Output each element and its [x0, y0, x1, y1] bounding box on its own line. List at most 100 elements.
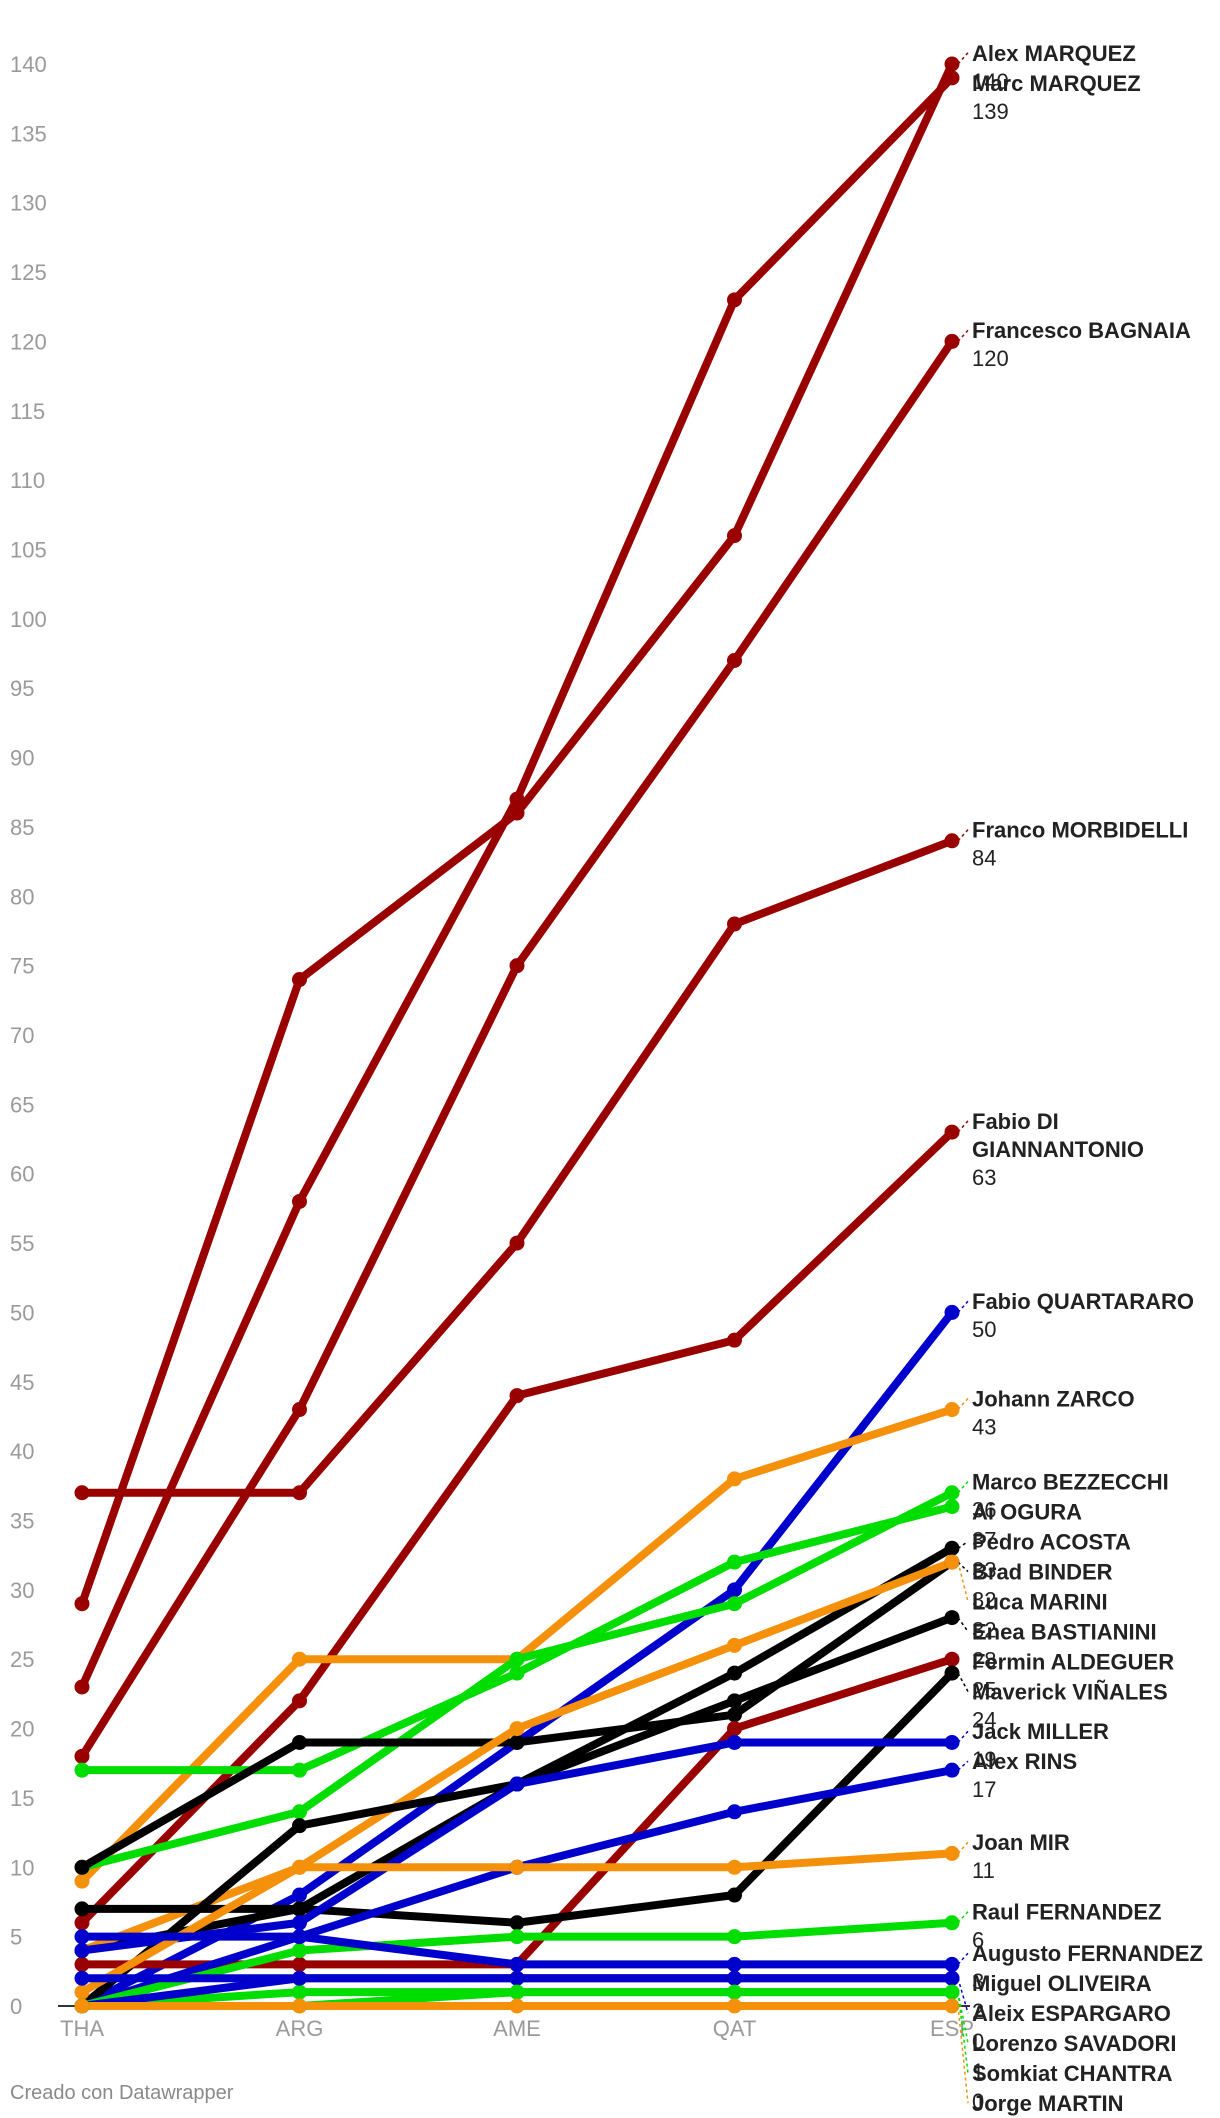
label-leader-line: [957, 1617, 969, 1632]
series-end-label: Jack MILLER 19: [957, 1719, 1109, 1772]
data-point: [944, 1610, 960, 1626]
data-point: [509, 1776, 525, 1792]
credit-text: Creado con Datawrapper: [10, 2082, 234, 2104]
data-point: [727, 652, 742, 668]
series-value-label: 25: [972, 1678, 996, 1703]
data-point: [944, 1554, 960, 1570]
data-point: [292, 972, 307, 988]
data-point: [509, 1651, 525, 1667]
series-name-label: Aleix ESPARGARO: [972, 2001, 1171, 2026]
series-value-label: 24: [972, 1708, 996, 1733]
y-tick-label: 120: [10, 329, 47, 354]
label-leader-line: [957, 329, 969, 342]
series-value-label: 0: [972, 2089, 984, 2114]
series-end-label: Alex RINS 17: [957, 1749, 1077, 1802]
series-value-label: 120: [972, 346, 1009, 371]
data-point: [292, 1970, 307, 1986]
data-point: [944, 1124, 960, 1140]
label-leader-line: [957, 1481, 969, 1494]
series-line: [78, 60, 956, 1608]
series-end-label: Joan MIR 11: [957, 1830, 1070, 1883]
data-point: [727, 1582, 742, 1598]
y-tick-label: 45: [10, 1370, 34, 1395]
series-end-label: Jorge MARTIN0: [957, 2005, 1124, 2116]
y-tick-label: 30: [10, 1578, 34, 1603]
series-name-label: Miguel OLIVEIRA: [972, 1971, 1152, 1996]
y-tick-label: 90: [10, 746, 34, 771]
series-end-label: Franco MORBIDELLI 84: [957, 818, 1188, 871]
data-point: [74, 1943, 90, 1959]
y-tick-label: 15: [10, 1786, 34, 1811]
y-tick-label: 130: [10, 191, 47, 216]
y-tick-label: 55: [10, 1231, 34, 1256]
data-point: [727, 528, 742, 544]
series-value-label: 32: [972, 1618, 996, 1643]
series-name-label: Jack MILLER: [972, 1719, 1109, 1744]
label-leader-line: [957, 1952, 969, 1965]
data-point: [944, 56, 960, 72]
data-point: [509, 1665, 525, 1681]
data-point: [727, 1984, 742, 2000]
label-leader-line: [957, 1561, 969, 1573]
x-tick-label: ARG: [276, 2016, 324, 2041]
series-value-label: 1: [972, 2059, 984, 2084]
series-value-label: 33: [972, 1558, 996, 1583]
series-value-label: 139: [972, 99, 1009, 124]
data-point: [944, 1304, 960, 1320]
data-point: [727, 1929, 742, 1945]
data-point: [509, 1915, 525, 1931]
series-name-label: Brad BINDER: [972, 1560, 1113, 1585]
series-name-label: Enea BASTIANINI: [972, 1620, 1157, 1645]
data-point: [509, 1721, 525, 1737]
series-end-label: Augusto FERNANDEZ 3: [957, 1941, 1203, 1994]
series-end-label: Raul FERNANDEZ 6: [957, 1900, 1161, 1953]
series-value-label: 43: [972, 1414, 996, 1439]
series-end-label: Brad BINDER 32: [957, 1560, 1113, 1613]
data-point: [944, 1970, 960, 1986]
data-point: [292, 1956, 307, 1972]
series-value-label: 17: [972, 1777, 996, 1802]
y-tick-label: 10: [10, 1855, 34, 1880]
data-point: [727, 916, 742, 932]
series-name-label: Jorge MARTIN: [972, 2091, 1124, 2116]
data-point: [944, 1665, 960, 1681]
series-end-label: Fabio DI GIANNANTONIO 63: [957, 1109, 1144, 1190]
data-point: [74, 1970, 90, 1986]
series-name-label: Raul FERNANDEZ: [972, 1900, 1161, 1925]
series-end-label: Johann ZARCO 43: [957, 1386, 1135, 1439]
series-value-label: 84: [972, 846, 996, 871]
data-point: [944, 1998, 960, 2014]
data-point: [944, 1984, 960, 2000]
data-point: [944, 1915, 960, 1931]
data-point: [74, 1956, 90, 1972]
data-point: [944, 70, 960, 86]
y-tick-label: 35: [10, 1509, 34, 1534]
series-end-label: Aleix ESPARGARO 0: [957, 1978, 1171, 2054]
x-tick-label: ESP: [930, 2016, 974, 2041]
y-tick-label: 0: [10, 1994, 22, 2019]
data-point: [727, 1707, 742, 1723]
series-end-label: Francesco BAGNAIA 120: [957, 318, 1191, 371]
label-leader-line: [957, 1300, 969, 1313]
data-point: [292, 1651, 307, 1667]
label-leader-line: [957, 1841, 969, 1854]
series-name-label: Augusto FERNANDEZ: [972, 1941, 1203, 1966]
data-point: [727, 1887, 742, 1903]
data-point: [74, 1873, 90, 1889]
y-tick-label: 65: [10, 1092, 34, 1117]
y-tick-label: 70: [10, 1023, 34, 1048]
series-name-label: Lorenzo SAVADORI: [972, 2031, 1177, 2056]
series-name-label: Luca MARINI: [972, 1590, 1108, 1615]
data-point: [509, 1388, 525, 1404]
data-point: [944, 833, 960, 849]
label-leader-line: [957, 1561, 969, 1602]
x-tick-label: AME: [493, 2016, 541, 2041]
data-point: [727, 1471, 742, 1487]
data-point: [727, 1596, 742, 1612]
data-point: [74, 1998, 90, 2014]
data-point: [509, 1929, 525, 1945]
series-value-label: 32: [972, 1588, 996, 1613]
x-tick-label: QAT: [713, 2016, 757, 2041]
data-point: [727, 1554, 742, 1570]
